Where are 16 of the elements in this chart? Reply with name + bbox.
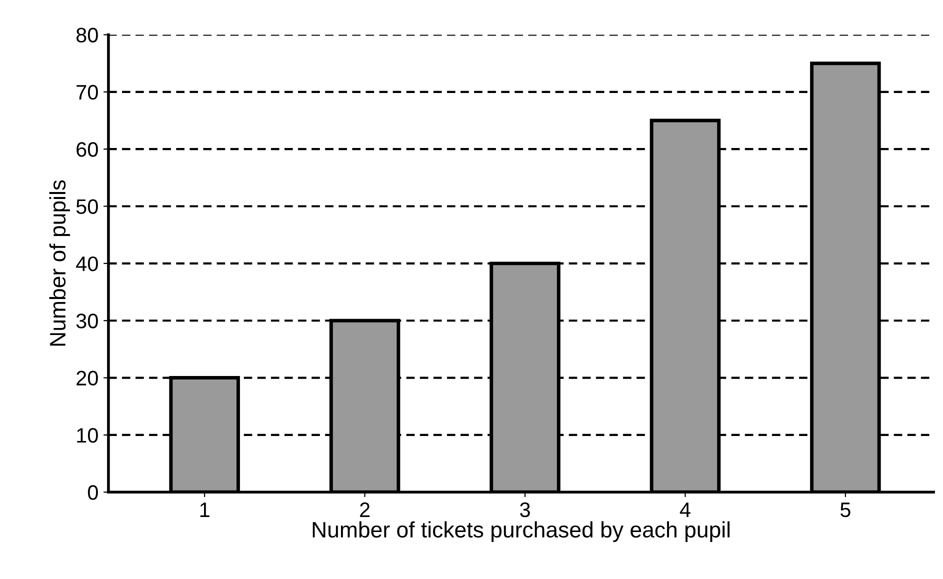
x-axis-title: Number of tickets purchased by each pupil bbox=[312, 521, 730, 542]
y-tick-label: 70 bbox=[76, 84, 98, 100]
y-tick-label: 50 bbox=[76, 199, 98, 214]
y-tick-label: 30 bbox=[76, 314, 98, 328]
y-tick-label: 10 bbox=[77, 428, 98, 443]
x-tick-label: 2 bbox=[360, 502, 370, 517]
x-tick-label: 1 bbox=[200, 502, 210, 517]
x-tick-label: 3 bbox=[520, 502, 530, 518]
x-tick-label: 4 bbox=[680, 502, 690, 517]
y-tick-label: 0 bbox=[88, 485, 98, 500]
y-tick-label: 40 bbox=[76, 256, 98, 272]
y-axis-title: Number of pupils bbox=[49, 180, 70, 346]
y-tick-label: 60 bbox=[76, 142, 98, 157]
x-tick-label: 5 bbox=[840, 502, 850, 518]
y-tick-label: 80 bbox=[76, 28, 98, 42]
y-tick-label: 20 bbox=[76, 370, 98, 386]
